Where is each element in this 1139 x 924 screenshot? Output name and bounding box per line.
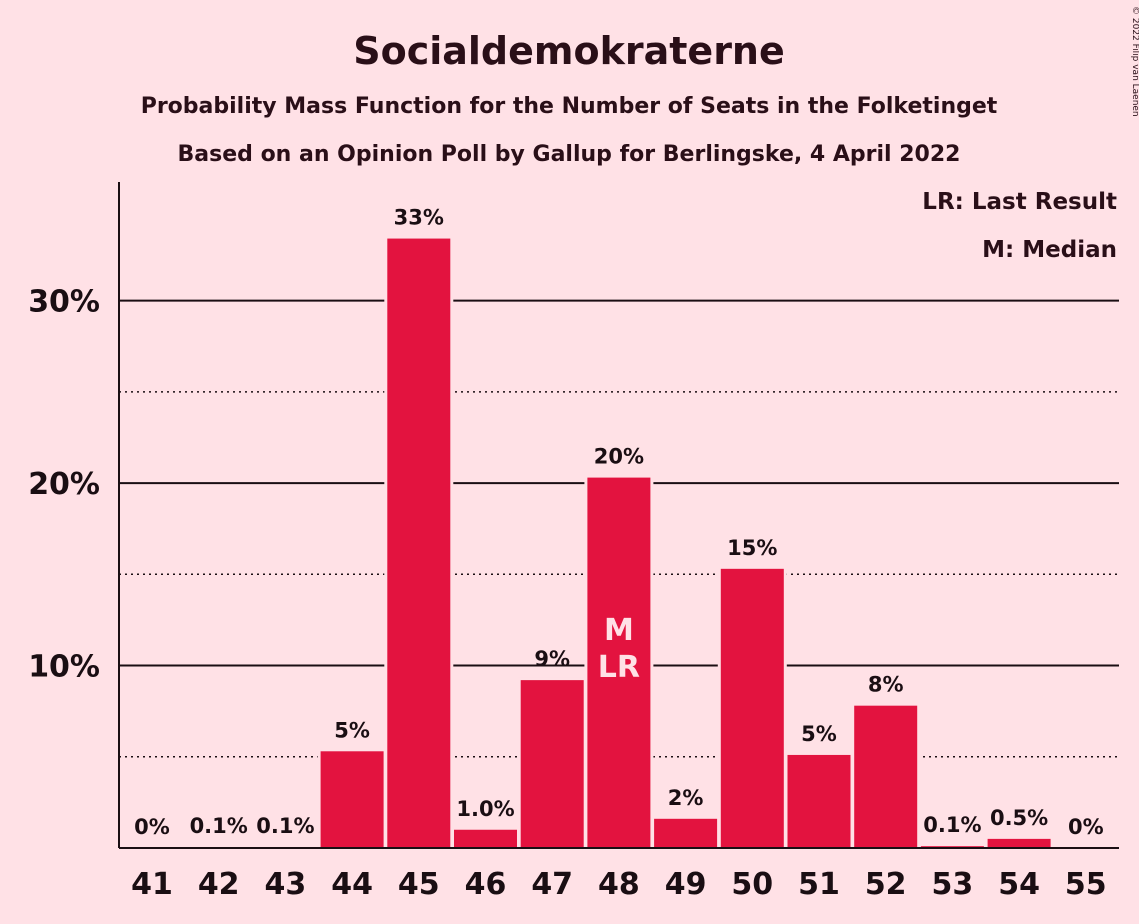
bar-halo-43 <box>250 844 320 848</box>
bar-value-label: 5% <box>801 722 837 746</box>
bar-value-label: 9% <box>534 647 570 671</box>
chart-title: Socialdemokraterne <box>353 29 785 73</box>
bar-halo-42 <box>184 844 254 848</box>
bar-49 <box>654 818 718 848</box>
chart-subtitle: Probability Mass Function for the Number… <box>141 94 998 119</box>
y-tick-label: 20% <box>28 467 100 502</box>
legend-entry: LR: Last Result <box>922 189 1117 215</box>
legend-entry: M: Median <box>982 237 1117 263</box>
bar-halo-41 <box>117 845 187 848</box>
bar-44 <box>320 751 384 848</box>
bar-value-label: 0.1% <box>256 814 314 838</box>
x-tick-label: 46 <box>465 867 507 902</box>
legend: LR: Last Result M: Median <box>922 189 1117 263</box>
bar-value-label: 0.5% <box>990 806 1048 830</box>
bar-51 <box>787 754 851 848</box>
bar-45 <box>387 238 451 848</box>
bar-marker-lr: LR <box>598 650 640 685</box>
x-tick-label: 44 <box>331 867 373 902</box>
bar-value-label: 15% <box>727 536 777 560</box>
x-tick-label: 42 <box>198 867 240 902</box>
bar-value-label: 8% <box>868 673 904 697</box>
bar-layer <box>117 235 1121 848</box>
bar-value-label: 0% <box>1068 815 1104 839</box>
bar-46 <box>454 829 517 848</box>
bar-value-label: 0.1% <box>190 814 248 838</box>
x-tick-label: 54 <box>998 867 1040 902</box>
x-tick-label: 47 <box>531 867 573 902</box>
chart-source-line: Based on an Opinion Poll by Gallup for B… <box>178 142 961 167</box>
bar-48 <box>587 477 651 848</box>
label-layer: 0% 41 0.1% 42 0.1% 43 5% 44 33% 45 1.0% 46 9% 47 20% 48… <box>131 206 1107 902</box>
x-tick-label: 53 <box>932 867 974 902</box>
x-tick-label: 45 <box>398 867 440 902</box>
bar-value-label: 20% <box>594 445 644 469</box>
bar-value-label: 0% <box>134 815 170 839</box>
bar-50 <box>720 568 784 848</box>
y-tick-label: 10% <box>28 650 100 685</box>
x-tick-label: 50 <box>731 867 773 902</box>
bar-value-label: 33% <box>394 206 444 230</box>
x-tick-label: 49 <box>665 867 707 902</box>
bar-value-label: 0.1% <box>923 813 981 837</box>
x-tick-label: 55 <box>1065 867 1107 902</box>
bar-value-label: 5% <box>334 718 370 742</box>
x-tick-label: 43 <box>265 867 307 902</box>
bar-halo-53 <box>917 843 987 848</box>
y-tick-label: 30% <box>28 285 100 320</box>
bar-47 <box>520 680 584 848</box>
x-tick-label: 51 <box>798 867 840 902</box>
copyright-text: © 2022 Filip van Laenen <box>1130 6 1139 117</box>
x-tick-label: 52 <box>865 867 907 902</box>
bar-value-label: 1.0% <box>456 797 514 821</box>
bar-value-label: 2% <box>668 786 704 810</box>
bar-54 <box>987 838 1051 848</box>
bar-marker-m: M <box>604 613 634 648</box>
x-tick-label: 48 <box>598 867 640 902</box>
x-tick-label: 41 <box>131 867 173 902</box>
bar-halo-55 <box>1051 845 1121 848</box>
bar-52 <box>854 705 918 848</box>
